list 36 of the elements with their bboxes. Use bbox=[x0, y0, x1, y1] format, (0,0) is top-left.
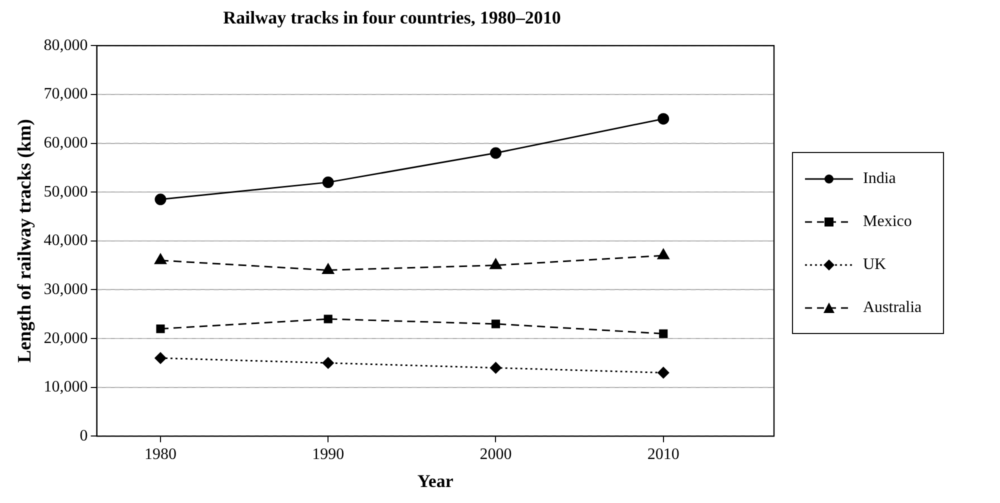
y-tick-label: 40,000 bbox=[44, 232, 88, 250]
y-tick-label: 50,000 bbox=[44, 183, 88, 200]
point bbox=[491, 320, 500, 328]
point bbox=[322, 357, 334, 369]
point bbox=[324, 314, 332, 324]
y-tick-label: 60,000 bbox=[44, 134, 88, 152]
y-axis-title: Length of railway tracks (km) bbox=[14, 118, 36, 363]
legend-label: UK bbox=[863, 256, 886, 274]
y-tick-label: 0 bbox=[80, 427, 88, 444]
point bbox=[490, 362, 502, 374]
legend-label: India bbox=[863, 170, 896, 188]
point bbox=[154, 254, 166, 264]
y-tick-label: 70,000 bbox=[44, 86, 88, 103]
point bbox=[156, 324, 165, 334]
x-axis-title: Year bbox=[417, 470, 454, 491]
chart-title: Railway tracks in four countries, 1980–2010 bbox=[223, 7, 561, 28]
x-tick-label: 2010 bbox=[647, 446, 680, 464]
point bbox=[154, 352, 166, 364]
point bbox=[490, 258, 502, 270]
legend-label: Australia bbox=[863, 298, 922, 316]
y-tick-label: 20,000 bbox=[44, 330, 88, 347]
y-tick-label: 30,000 bbox=[44, 280, 88, 298]
x-tick-label: 2000 bbox=[480, 446, 512, 464]
point bbox=[659, 329, 668, 338]
point bbox=[658, 113, 670, 125]
x-tick-label: 1990 bbox=[312, 446, 344, 464]
point bbox=[490, 147, 502, 159]
y-tick-label: 10,000 bbox=[44, 378, 88, 396]
point bbox=[322, 263, 334, 274]
legend-label: Mexico bbox=[863, 212, 912, 230]
point bbox=[154, 194, 166, 206]
x-tick-label: 1980 bbox=[144, 446, 176, 464]
point bbox=[657, 248, 670, 260]
point bbox=[322, 176, 334, 188]
point bbox=[658, 366, 670, 378]
y-tick-label: 80,000 bbox=[44, 36, 88, 54]
